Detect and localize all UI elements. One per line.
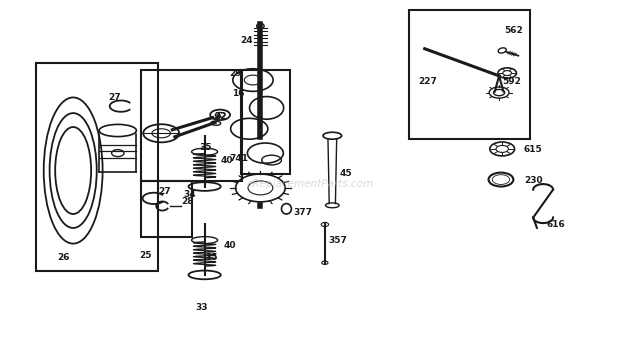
Text: 227: 227 <box>418 77 436 86</box>
Bar <box>141 181 192 237</box>
Text: 25: 25 <box>140 251 152 260</box>
Bar <box>141 70 242 181</box>
Text: 35: 35 <box>206 253 218 262</box>
Text: 592: 592 <box>502 77 521 86</box>
Text: 33: 33 <box>195 303 208 313</box>
Text: 741: 741 <box>229 154 249 163</box>
Text: 616: 616 <box>547 220 565 229</box>
Text: 35: 35 <box>200 143 212 152</box>
Text: 377: 377 <box>293 208 312 217</box>
Bar <box>241 70 290 174</box>
Text: 16: 16 <box>232 89 244 98</box>
Text: 562: 562 <box>504 26 523 35</box>
Text: 24: 24 <box>241 36 253 45</box>
Text: 357: 357 <box>329 236 347 245</box>
Text: 29: 29 <box>229 69 242 78</box>
Text: 27: 27 <box>158 187 170 196</box>
Text: 230: 230 <box>524 176 542 185</box>
Text: eReplacementParts.com: eReplacementParts.com <box>246 180 374 189</box>
Text: 34: 34 <box>183 190 195 199</box>
Bar <box>409 10 530 139</box>
Text: 615: 615 <box>524 145 542 154</box>
Bar <box>36 63 158 271</box>
Text: 40: 40 <box>220 156 232 165</box>
Text: 27: 27 <box>108 93 121 102</box>
Text: 32: 32 <box>214 112 226 121</box>
Text: 45: 45 <box>340 169 352 178</box>
Text: 26: 26 <box>57 253 69 262</box>
Text: 40: 40 <box>223 241 236 250</box>
Text: 28: 28 <box>182 197 194 206</box>
